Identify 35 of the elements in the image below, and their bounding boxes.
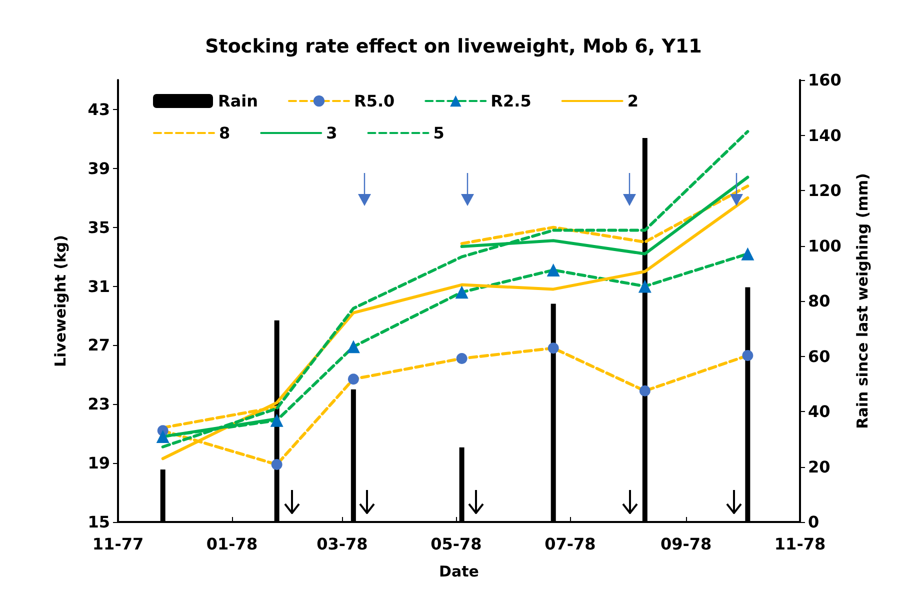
y-tick-label: 23 [88,394,110,414]
x-tick-label: 07-78 [544,534,596,554]
legend-label: Rain [218,92,258,110]
legend-label: 3 [326,124,338,142]
y2-axis-title: Rain since last weighing (mm) [854,173,872,429]
chart-title: Stocking rate effect on liveweight, Mob 6, Y11 [205,36,702,58]
y-tick-label: 31 [88,276,110,296]
y2-tick-label: 40 [808,402,830,421]
x-tick-label: 03-78 [316,534,368,554]
y-tick-label: 27 [88,336,110,355]
y2-tick-label: 80 [808,292,830,310]
x-tick-label: 11-78 [774,534,826,554]
x-tick-label: 09-78 [660,534,712,554]
y-axis-title: Liveweight (kg) [52,234,70,368]
y-tick-label: 39 [88,158,110,178]
legend-label: R2.5 [490,92,532,110]
y2-tick-label: 140 [808,126,842,145]
legend-label: 5 [433,124,444,142]
y2-tick-label: 120 [808,181,842,200]
x-tick-label: 05-78 [430,534,482,554]
y-tick-label: 15 [88,512,110,532]
y2-tick-label: 100 [808,236,842,256]
legend-label: 2 [627,92,638,110]
x-tick-label: 11-77 [92,534,144,554]
y-tick-label: 35 [88,218,110,237]
y2-tick-label: 0 [808,512,820,532]
y-tick-label: 19 [88,454,110,473]
x-tick-label: 01-78 [206,534,258,554]
legend-label: R5.0 [354,92,395,110]
y-tick-label: 43 [88,100,110,119]
legend-label: 8 [219,124,230,142]
y2-tick-label: 20 [808,457,830,476]
y2-tick-label: 60 [808,346,830,366]
y2-tick-label: 160 [808,70,842,90]
x-axis-title: Date [439,562,479,580]
